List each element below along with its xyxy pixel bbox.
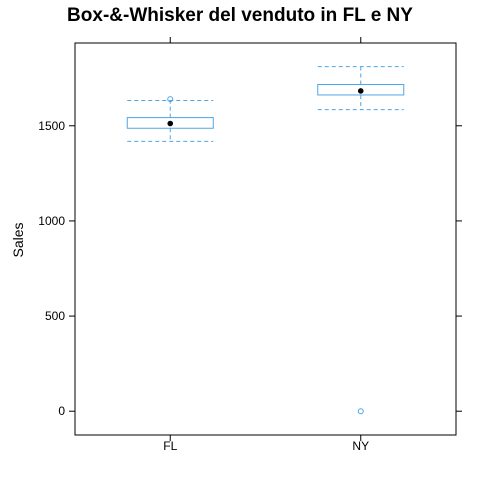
iqr-box xyxy=(317,83,405,96)
outlier-point xyxy=(167,96,174,103)
y-tick-label: 500 xyxy=(45,309,65,323)
median-dot xyxy=(167,120,174,127)
x-tick-label: FL xyxy=(163,439,177,453)
chart-title: Box-&-Whisker del venduto in FL e NY xyxy=(67,5,413,26)
outlier-point xyxy=(357,408,364,415)
plot-frame xyxy=(74,42,457,436)
y-tick-label: 1500 xyxy=(38,119,65,133)
median-dot xyxy=(357,88,364,94)
iqr-box xyxy=(126,117,214,129)
y-axis-title: Sales xyxy=(10,222,26,257)
x-tick-label: NY xyxy=(352,439,369,453)
chart-marks: 0 500 1000 1500 FL NY xyxy=(38,37,462,453)
y-tick-label: 1000 xyxy=(38,214,65,228)
y-tick-label: 0 xyxy=(58,404,65,418)
